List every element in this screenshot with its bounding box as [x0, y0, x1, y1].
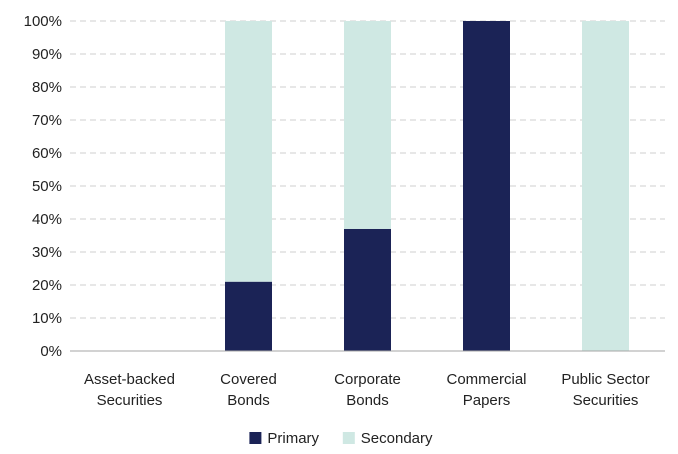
y-tick-label: 10%: [32, 310, 62, 327]
y-tick-label: 40%: [32, 211, 62, 228]
x-category-label-line: Covered: [220, 371, 277, 388]
y-tick-label: 90%: [32, 46, 62, 63]
bar-primary: [344, 228, 391, 351]
x-category-label: Commercial Papers: [446, 371, 526, 409]
x-category-label-line: Securities: [97, 392, 163, 409]
x-category-label-line: Papers: [463, 392, 511, 409]
bar-secondary: [582, 21, 629, 351]
legend-swatch-primary: [249, 432, 262, 444]
bar-secondary: [225, 21, 272, 282]
x-category-label: Public Sector Securities: [561, 371, 649, 409]
legend-label-primary: Primary: [267, 430, 319, 447]
bar-primary: [463, 21, 510, 351]
y-tick-label: 50%: [32, 178, 62, 195]
x-category-label-line: Securities: [573, 392, 639, 409]
legend-label-secondary: Secondary: [361, 430, 433, 447]
y-tick-label: 100%: [24, 13, 62, 30]
bar-secondary: [344, 21, 391, 229]
x-category-label-line: Public Sector: [561, 371, 649, 388]
x-category-label-line: Corporate: [334, 371, 401, 388]
legend-swatch-secondary: [342, 432, 355, 444]
x-category-label-line: Asset-backed: [84, 371, 175, 388]
x-category-label-line: Bonds: [346, 392, 389, 409]
x-category-label: Asset-backed Securities: [84, 371, 175, 409]
y-axis-ticks: 0% 10% 20% 30% 40% 50% 60% 70% 80% 90% 100%: [24, 13, 62, 360]
x-category-label: Corporate Bonds: [334, 371, 401, 409]
x-category-label-line: Commercial: [446, 371, 526, 388]
y-tick-label: 80%: [32, 79, 62, 96]
legend: Primary Secondary: [249, 430, 433, 447]
x-category-label: Covered Bonds: [220, 371, 277, 409]
bar-primary: [225, 281, 272, 351]
x-category-label-line: Bonds: [227, 392, 270, 409]
y-tick-label: 0%: [40, 343, 62, 360]
y-tick-label: 70%: [32, 112, 62, 129]
gridlines: [70, 20, 665, 319]
y-tick-label: 30%: [32, 244, 62, 261]
y-tick-label: 60%: [32, 145, 62, 162]
bars: [225, 21, 629, 351]
y-tick-label: 20%: [32, 277, 62, 294]
